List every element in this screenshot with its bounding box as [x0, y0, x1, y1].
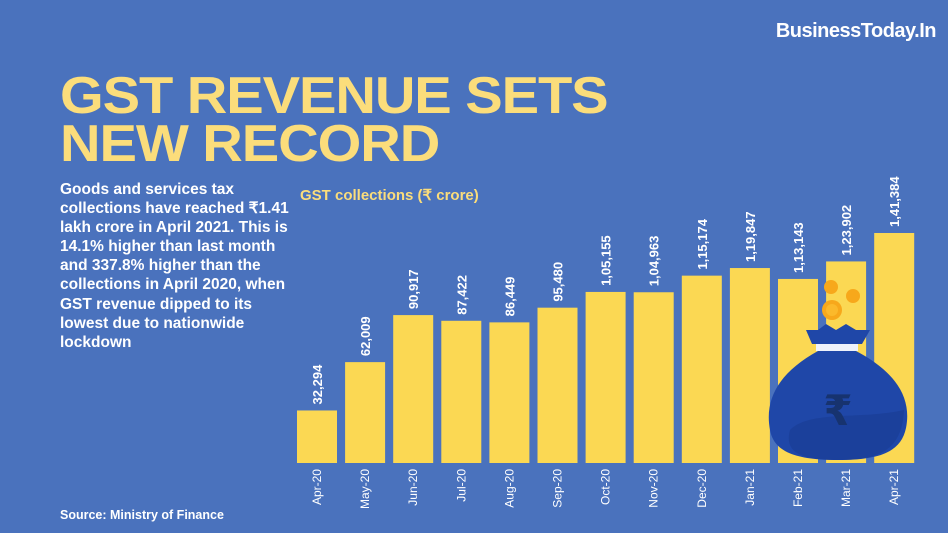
- value-label: 1,15,174: [695, 218, 710, 269]
- page-title: GST REVENUE SETS NEW RECORD: [60, 67, 609, 173]
- description-text: Goods and services tax collections have …: [60, 181, 289, 351]
- source-note: Source: Ministry of Finance: [60, 508, 224, 522]
- value-label: 1,23,902: [839, 205, 854, 256]
- bar-Jun-20: [393, 315, 434, 463]
- x-tick-label: Dec-20: [695, 469, 709, 508]
- value-label: 86,449: [502, 277, 517, 317]
- value-label: 90,917: [406, 269, 421, 309]
- money-bag-rupee-icon: ₹: [768, 280, 908, 460]
- bar-Dec-20: [681, 275, 722, 463]
- value-label: 95,480: [551, 262, 566, 302]
- value-labels-group: 32,294 62,009 90,917 87,422 86,449 95,480 1,05…: [310, 176, 902, 405]
- brand-logo: BusinessToday.In: [775, 20, 937, 42]
- value-label: 62,009: [358, 316, 373, 356]
- title-line-2: NEW RECORD: [60, 115, 440, 173]
- bar-Apr-20: [297, 410, 337, 463]
- coin-icon: [824, 280, 838, 294]
- value-label: 1,19,847: [743, 211, 758, 262]
- bar-Jul-20: [441, 320, 482, 463]
- value-label: 32,294: [310, 364, 325, 405]
- x-tick-label: Feb-21: [791, 469, 805, 507]
- x-tick-label: Jul-20: [454, 469, 468, 502]
- bar-Oct-20: [585, 291, 626, 463]
- x-labels-group: Apr-20 May-20 Jun-20 Jul-20 Aug-20 Sep-20 Oct-…: [310, 469, 901, 509]
- rupee-symbol: ₹: [823, 386, 852, 435]
- title-line-1: GST REVENUE SETS: [60, 67, 609, 125]
- bar-Sep-20: [537, 307, 578, 463]
- bar-Aug-20: [489, 322, 530, 463]
- value-label: 1,04,963: [647, 236, 662, 287]
- x-tick-label: Sep-20: [551, 469, 565, 508]
- coin-icon: [846, 289, 860, 303]
- x-tick-label: May-20: [358, 469, 372, 509]
- bar-Jan-21: [729, 268, 770, 463]
- x-tick-label: Apr-20: [310, 469, 324, 505]
- value-label: 87,422: [454, 275, 469, 315]
- x-tick-label: Mar-21: [839, 469, 853, 507]
- x-tick-label: Oct-20: [599, 469, 613, 505]
- value-label: 1,13,143: [791, 222, 806, 273]
- x-tick-label: Jun-20: [406, 469, 420, 506]
- x-tick-label: Nov-20: [647, 469, 661, 508]
- bar-Nov-20: [633, 292, 674, 463]
- chart-title: GST collections (₹ crore): [300, 187, 479, 204]
- value-label: 1,05,155: [599, 235, 614, 286]
- bar-May-20: [345, 362, 386, 463]
- x-tick-label: Aug-20: [502, 469, 516, 508]
- x-tick-label: Apr-21: [887, 469, 901, 505]
- value-label: 1,41,384: [887, 176, 902, 227]
- x-tick-label: Jan-21: [743, 469, 757, 506]
- coin-icon: [826, 304, 838, 316]
